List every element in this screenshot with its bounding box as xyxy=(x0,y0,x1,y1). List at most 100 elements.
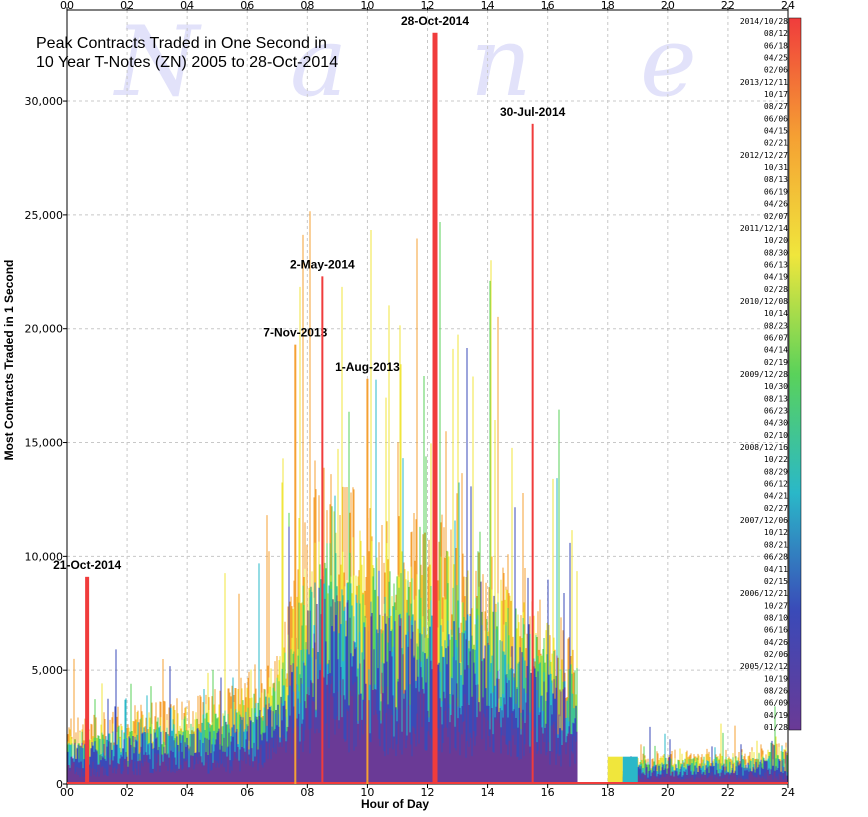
color-scale-label: 10/20 xyxy=(764,236,788,245)
x-top-tick-label: 12 xyxy=(421,0,435,12)
color-scale-label: 10/31 xyxy=(764,163,788,172)
color-scale-label: 2006/12/21 xyxy=(740,589,788,598)
axes: 00 00 02 02 04 04 06 06 08 08 10 10 12 12 14 14 16 16 18 18… xyxy=(25,0,796,799)
color-scale-label: 2007/12/06 xyxy=(740,516,788,525)
peak-bar xyxy=(432,32,438,784)
color-scale-label: 08/27 xyxy=(764,102,788,111)
x-top-tick-label: 20 xyxy=(661,0,675,12)
color-scale-label: 10/17 xyxy=(764,90,788,99)
color-scale-label: 08/13 xyxy=(764,394,788,403)
color-scale-label: 2008/12/16 xyxy=(740,443,788,452)
y-tick-label: 30,000 xyxy=(25,95,64,108)
color-scale-label: 02/10 xyxy=(764,431,788,440)
color-scale-label: 04/26 xyxy=(764,638,788,647)
peak-label: 7-Nov-2013 xyxy=(263,326,327,340)
x-top-tick-label: 16 xyxy=(541,0,555,12)
color-scale-label: 06/09 xyxy=(764,699,788,708)
x-top-tick-label: 18 xyxy=(601,0,615,12)
peak-bar xyxy=(366,378,369,784)
x-top-tick-label: 24 xyxy=(781,0,795,12)
y-axis-label: Most Contracts Traded in 1 Second xyxy=(2,260,16,461)
x-tick-label: 06 xyxy=(240,786,254,799)
peak-label: 2-May-2014 xyxy=(290,257,355,271)
color-scale-label: 2013/12/11 xyxy=(740,78,788,87)
color-scale-label: 10/19 xyxy=(764,674,788,683)
x-tick-label: 20 xyxy=(661,786,675,799)
peak-label: 30-Jul-2014 xyxy=(500,105,566,119)
x-tick-label: 10 xyxy=(360,786,374,799)
color-scale-label: 10/14 xyxy=(764,309,788,318)
color-scale-label: 04/19 xyxy=(764,273,788,282)
color-scale-label: 06/28 xyxy=(764,553,788,562)
color-scale-label: 02/15 xyxy=(764,577,788,586)
color-scale-label: 06/07 xyxy=(764,333,788,342)
color-scale-label: 08/13 xyxy=(764,175,788,184)
color-scale-label: 06/23 xyxy=(764,407,788,416)
color-scale-label: 10/12 xyxy=(764,528,788,537)
color-scale-label: 06/18 xyxy=(764,41,788,50)
x-tick-label: 14 xyxy=(481,786,495,799)
x-tick-label: 24 xyxy=(781,786,795,799)
color-scale-label: 04/11 xyxy=(764,565,788,574)
color-scale-label: 06/12 xyxy=(764,480,788,489)
x-top-tick-label: 02 xyxy=(120,0,134,12)
color-scale-label: 10/30 xyxy=(764,382,788,391)
color-scale-label: 08/21 xyxy=(764,540,788,549)
x-tick-label: 16 xyxy=(541,786,555,799)
color-scale-label: 02/21 xyxy=(764,139,788,148)
color-scale-label: 02/06 xyxy=(764,650,788,659)
evening-open-block xyxy=(622,756,638,784)
color-scale-label: 02/27 xyxy=(764,504,788,513)
y-tick-label: 25,000 xyxy=(25,209,64,222)
chart-title-line-1: Peak Contracts Traded in One Second in xyxy=(36,35,327,52)
color-scale-label: 02/06 xyxy=(764,66,788,75)
color-scale-label: 2009/12/28 xyxy=(740,370,788,379)
color-scale-label: 02/19 xyxy=(764,358,788,367)
y-tick-label: 5,000 xyxy=(32,664,64,677)
x-top-tick-label: 08 xyxy=(300,0,314,12)
color-scale-label: 08/26 xyxy=(764,686,788,695)
x-tick-label: 18 xyxy=(601,786,615,799)
x-top-tick-label: 14 xyxy=(481,0,495,12)
peak-bar xyxy=(294,344,297,784)
color-scale-label: 08/29 xyxy=(764,467,788,476)
color-scale-label: 02/28 xyxy=(764,285,788,294)
color-scale-label: 04/15 xyxy=(764,127,788,136)
peak-label: 1-Aug-2013 xyxy=(335,360,400,374)
watermark-letter: n xyxy=(470,6,532,118)
color-legend: 2014/10/28 08/12 06/18 04/25 02/06 2013/12/11… xyxy=(740,17,802,732)
x-tick-label: 12 xyxy=(421,786,435,799)
x-top-tick-label: 06 xyxy=(240,0,254,12)
color-scale-label: 10/27 xyxy=(764,601,788,610)
y-tick-label: 15,000 xyxy=(25,437,64,450)
peak-bar xyxy=(85,576,90,784)
color-scale-label: 06/06 xyxy=(764,114,788,123)
color-scale-label: 08/23 xyxy=(764,321,788,330)
x-tick-label: 04 xyxy=(180,786,194,799)
watermark-letter: e xyxy=(640,6,697,118)
color-scale-label: 04/26 xyxy=(764,200,788,209)
x-tick-label: 08 xyxy=(300,786,314,799)
y-tick-label: 20,000 xyxy=(25,323,64,336)
color-scale-label: 04/21 xyxy=(764,492,788,501)
color-scale-label: 06/19 xyxy=(764,187,788,196)
color-scale-label: 2011/12/14 xyxy=(740,224,788,233)
color-scale-label: 06/13 xyxy=(764,260,788,269)
x-tick-label: 22 xyxy=(721,786,735,799)
color-scale-label: 04/30 xyxy=(764,419,788,428)
color-scale-label: 2010/12/08 xyxy=(740,297,788,306)
x-top-tick-label: 04 xyxy=(180,0,194,12)
color-scale-label: 06/16 xyxy=(764,626,788,635)
peak-label: 28-Oct-2014 xyxy=(401,14,469,28)
x-axis-label: Hour of Day xyxy=(361,797,429,811)
color-scale-label: 08/10 xyxy=(764,613,788,622)
color-scale-label: 2005/12/12 xyxy=(740,662,788,671)
x-top-tick-label: 22 xyxy=(721,0,735,12)
color-scale-label: 04/19 xyxy=(764,711,788,720)
color-scale-label: 08/30 xyxy=(764,248,788,257)
x-top-tick-label: 10 xyxy=(360,0,374,12)
peak-bar xyxy=(531,123,534,784)
x-top-tick-label: 00 xyxy=(60,0,74,12)
evening-open-block xyxy=(607,756,623,784)
